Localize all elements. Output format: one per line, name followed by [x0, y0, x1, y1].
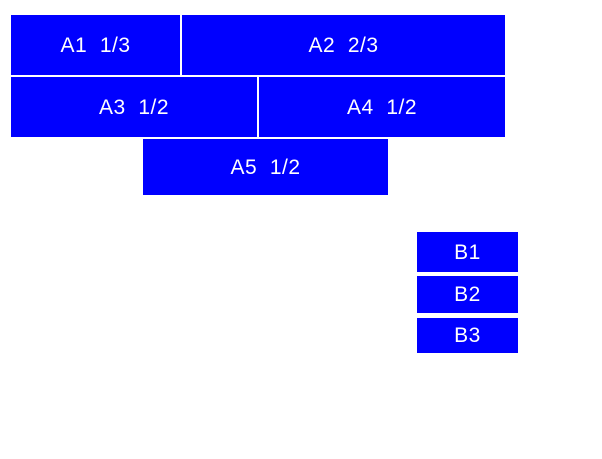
cell-a3[interactable]: A3 1/2: [11, 77, 257, 137]
cell-a1[interactable]: A1 1/3: [11, 15, 180, 75]
cell-b2[interactable]: B2: [417, 276, 518, 313]
cell-a5[interactable]: A5 1/2: [143, 139, 388, 195]
cell-a2[interactable]: A2 2/3: [182, 15, 505, 75]
cell-a4[interactable]: A4 1/2: [259, 77, 505, 137]
cell-b3[interactable]: B3: [417, 318, 518, 353]
cell-b1[interactable]: B1: [417, 232, 518, 272]
